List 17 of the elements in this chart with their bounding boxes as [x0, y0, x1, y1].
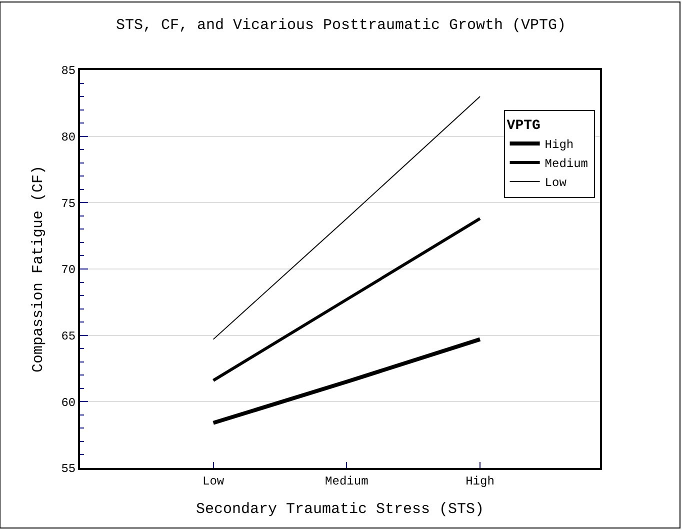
y-tick-label: 65: [61, 330, 76, 344]
legend-label: Medium: [544, 157, 588, 172]
x-tick-label: Low: [202, 474, 225, 488]
legend-label: Low: [544, 176, 568, 190]
y-tick-label: 75: [61, 196, 76, 211]
legend-label: High: [544, 138, 574, 152]
legend-title: VPTG: [506, 118, 540, 134]
y-tick-label: 85: [61, 64, 76, 78]
x-axis-title: Secondary Traumatic Stress (STS): [196, 500, 484, 518]
y-tick-label: 80: [61, 130, 76, 145]
x-tick-label: Medium: [325, 474, 368, 488]
y-tick-label: 70: [61, 263, 76, 278]
y-axis-title: Compassion Fatigue (CF): [30, 165, 47, 373]
y-tick-label: 55: [61, 462, 76, 476]
x-tick-label: High: [466, 474, 494, 488]
chart-title: STS, CF, and Vicarious Posttraumatic Growth (VPTG): [116, 17, 566, 34]
y-tick-label: 60: [61, 396, 76, 410]
